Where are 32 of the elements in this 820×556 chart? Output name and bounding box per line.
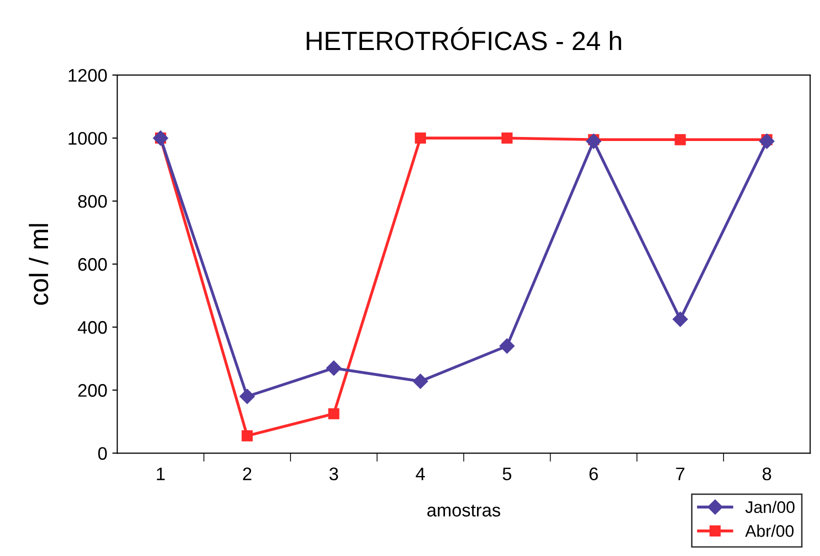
point — [242, 430, 253, 442]
legend-label: Jan/00 — [745, 500, 795, 514]
point — [326, 360, 342, 376]
x-tick-label: 7 — [676, 468, 684, 480]
chart-title: HETEROTRÓFICAS - 24 h — [306, 27, 622, 50]
point — [240, 388, 255, 404]
legend-label: Abr/00 — [745, 524, 794, 537]
x-tick-label: 2 — [243, 468, 252, 480]
y-tick-label: 200 — [78, 384, 107, 397]
point — [414, 132, 426, 144]
point — [328, 408, 340, 420]
point — [759, 134, 774, 149]
y-tick-label: 800 — [78, 195, 107, 208]
point — [499, 338, 515, 354]
x-axis-title: amostras — [427, 504, 500, 517]
x-tick-label: 8 — [762, 468, 772, 480]
y-tick-label: 1200 — [68, 68, 107, 82]
y-tick-label: 400 — [78, 321, 107, 334]
point — [672, 312, 688, 327]
x-tick-label: 6 — [590, 468, 598, 480]
x-tick-label: 5 — [502, 468, 512, 480]
point — [674, 134, 686, 146]
point — [412, 374, 428, 389]
y-axis-title: col / ml — [28, 224, 48, 305]
point — [586, 134, 602, 149]
x-tick-label: 3 — [329, 468, 338, 480]
x-tick-label: 4 — [416, 468, 425, 480]
y-tick-label: 0 — [98, 447, 107, 460]
y-tick-label: 600 — [78, 258, 107, 271]
x-tick-label: 1 — [156, 468, 165, 480]
y-tick-label: 1000 — [68, 132, 107, 145]
point — [501, 132, 513, 144]
